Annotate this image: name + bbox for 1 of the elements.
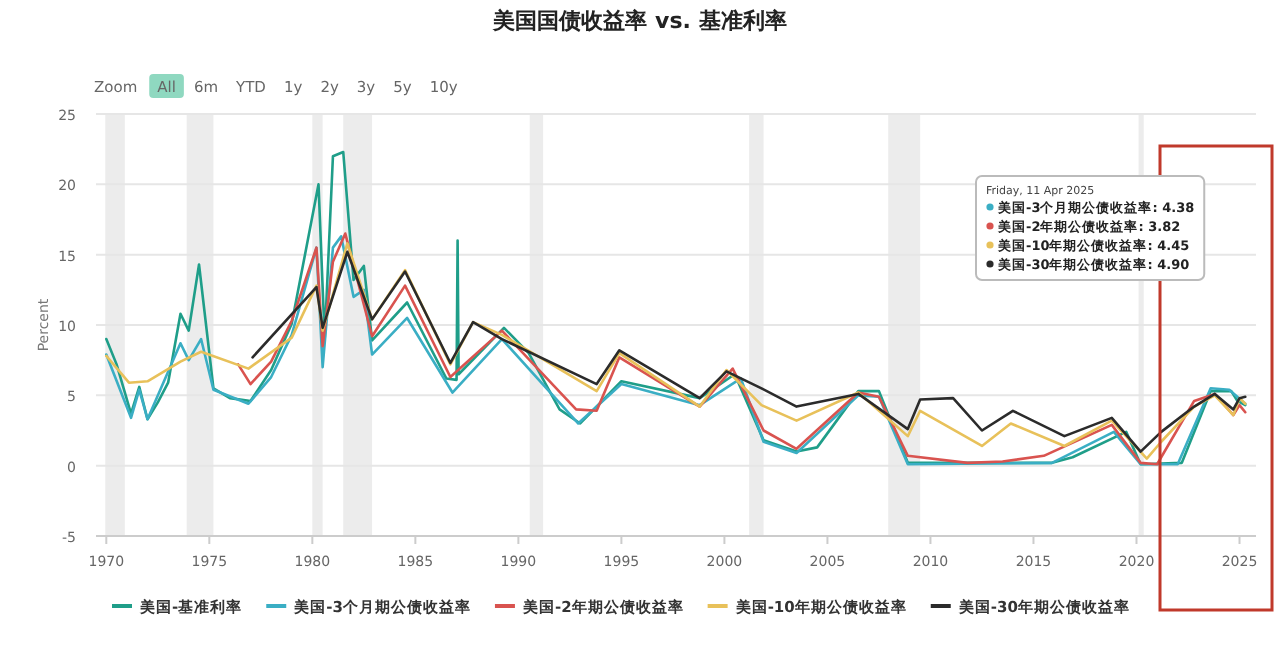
chart-title: 美国国债收益率 vs. 基准利率 — [491, 8, 787, 34]
